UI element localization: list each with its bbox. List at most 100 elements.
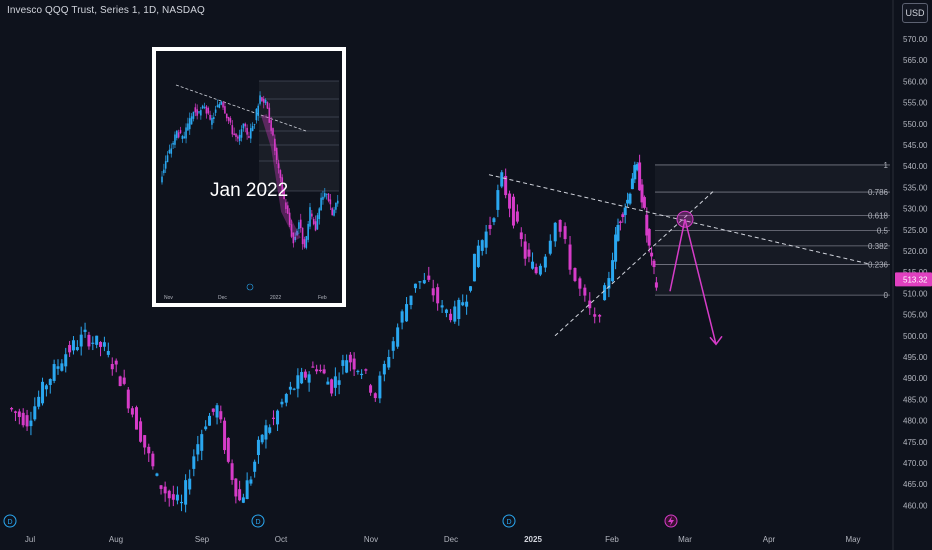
candle-body [118,376,122,387]
inset-candle-body [266,102,269,109]
candle-body [515,211,519,222]
candle-body [364,369,368,371]
projection-arrow[interactable] [669,210,723,346]
candle-body [159,485,163,489]
inset-candle-body [327,193,330,201]
time-axis[interactable]: Jul Aug Sep Oct Nov Dec 2025 Feb Mar Apr May [25,535,861,544]
inset-candle-body [229,118,232,123]
inset-candle-body [272,128,274,136]
candle-body [256,439,260,456]
candle-body [418,281,422,283]
candle-body [122,377,126,384]
candle-body [10,408,14,410]
inset-candle-body [194,107,197,113]
inset-candle-body [203,107,206,108]
inset-candle-body [299,219,302,229]
y-tick-label: 465.00 [903,480,928,489]
dividend-marker-label: D [255,519,260,526]
candle-body [387,356,391,368]
candle-body [155,473,159,476]
candle-body [64,354,68,367]
candle-body [378,375,382,399]
candles [10,154,658,513]
price-axis[interactable]: 460.00 465.00 470.00 475.00 480.00 485.00 490.… [892,0,932,550]
inset-candle-body [222,102,224,108]
inset-candle-body [188,118,191,130]
currency-button[interactable]: USD [902,3,928,23]
candle-body [143,435,147,448]
candle-body [17,411,21,418]
inset-candle-body [181,135,184,139]
inset-candle-body [164,161,167,169]
inset-candle-body [275,147,278,160]
y-tick-label: 470.00 [903,459,928,468]
candle-body [175,494,179,501]
candle-body [616,224,620,241]
y-tick-label: 540.00 [903,162,928,171]
candle-body [245,480,249,500]
inset-candle-body [231,125,234,135]
candle-body [322,369,326,374]
trendlines[interactable] [488,174,869,337]
candle-body [288,386,292,390]
candle-body [523,241,527,259]
candle-body [614,234,618,262]
x-tick-label: 2025 [524,535,542,544]
inset-candle-body [187,123,189,131]
candle-body [453,306,457,322]
candle-body [413,283,417,289]
candle-body [626,199,630,204]
inset-x-tick: Nov [164,295,173,301]
confluence-circle [676,210,694,228]
candle-body [583,287,587,296]
candle-body [472,253,476,282]
inset-candle-body [329,199,332,205]
x-tick-label: Aug [109,535,123,544]
candle-body [126,389,130,409]
fib-level-label: 0.5 [877,227,889,236]
inset-candle-body [307,223,309,240]
candle-body [650,252,654,257]
fib-level-label: 0.236 [868,261,889,270]
candle-body [337,380,341,385]
candle-body [83,329,87,332]
candle-body [296,375,300,389]
x-tick-label: Dec [444,535,458,544]
candle-body [563,226,567,240]
candle-body [33,406,37,420]
candle-body [41,381,45,404]
x-tick-label: Nov [364,535,378,544]
candle-body [345,360,349,373]
inset-candle-body [216,105,219,108]
candle-body [147,446,151,454]
inset-candle-body [312,218,315,225]
inset-candle-body [305,236,308,248]
y-tick-label: 460.00 [903,501,928,510]
candle-body [356,370,360,373]
inset-candle-body [207,107,210,114]
y-tick-label: 545.00 [903,141,928,150]
inset-candle-body [268,107,271,123]
candle-body [621,214,625,218]
candle-body [558,219,562,232]
candle-body [593,314,597,317]
candle-body [538,265,542,275]
candle-body [573,267,577,281]
inset-candle-body [288,212,291,225]
candle-body [326,381,330,385]
candle-body [219,411,223,420]
candle-body [436,287,440,304]
candle-body [611,260,615,282]
fibonacci-retracement[interactable]: 1 0.786 0.618 0.5 0.382 0.236 0 [655,161,890,300]
inset-candle-body [301,227,304,245]
fib-level-label: 0.786 [868,188,889,197]
candle-body [29,420,33,427]
candle-body [139,421,143,442]
candle-body [527,249,531,257]
candle-body [226,437,230,462]
inset-candle-body [296,230,298,236]
x-tick-label: Feb [605,535,619,544]
inset-candle-body [200,110,202,116]
